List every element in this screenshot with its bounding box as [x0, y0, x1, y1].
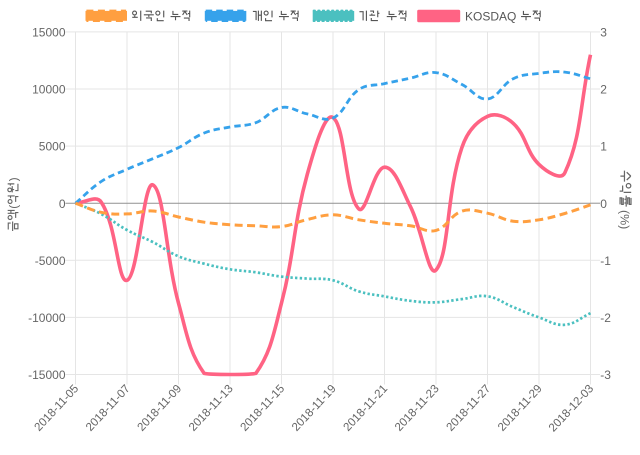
svg-text:(: ( — [7, 205, 21, 209]
svg-text:15000: 15000 — [32, 26, 66, 40]
svg-text:-1: -1 — [600, 254, 611, 268]
svg-text:5000: 5000 — [39, 140, 66, 154]
svg-text:10000: 10000 — [32, 83, 66, 97]
svg-text:0: 0 — [600, 197, 607, 211]
svg-text:(%): (%) — [618, 210, 632, 229]
svg-text:KOSDAQ: KOSDAQ — [465, 9, 516, 23]
svg-text:1: 1 — [600, 140, 607, 154]
svg-text:-5000: -5000 — [35, 254, 66, 268]
svg-text:-3: -3 — [600, 368, 611, 382]
svg-text:-15000: -15000 — [28, 368, 66, 382]
svg-text:): ) — [7, 177, 21, 181]
svg-text:2: 2 — [600, 83, 607, 97]
svg-text:3: 3 — [600, 26, 607, 40]
svg-text:-10000: -10000 — [28, 311, 66, 325]
svg-text:-2: -2 — [600, 311, 611, 325]
svg-text:0: 0 — [59, 197, 66, 211]
